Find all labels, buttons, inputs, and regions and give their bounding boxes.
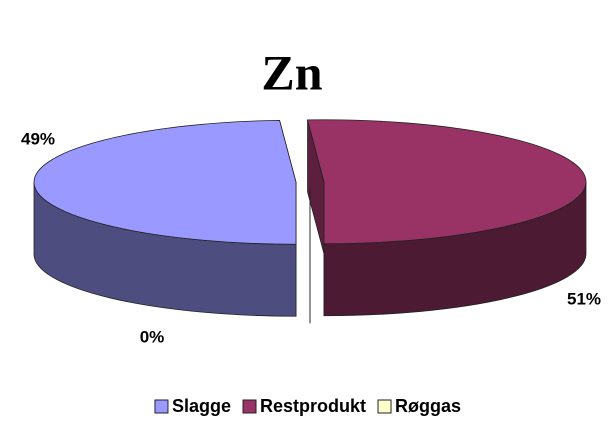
legend-swatch (377, 399, 392, 414)
slice-top (33, 119, 297, 245)
chart-title: Zn (261, 44, 322, 100)
data-label: 51% (567, 289, 601, 308)
legend-label: Restprodukt (260, 396, 366, 416)
legend-label: Røggas (395, 396, 461, 416)
data-label: 0% (140, 327, 165, 346)
legend-swatch (154, 399, 169, 414)
legend-swatch (242, 399, 257, 414)
data-label: 49% (21, 129, 55, 148)
legend-label: Slagge (172, 396, 231, 416)
slice-top (307, 119, 587, 245)
